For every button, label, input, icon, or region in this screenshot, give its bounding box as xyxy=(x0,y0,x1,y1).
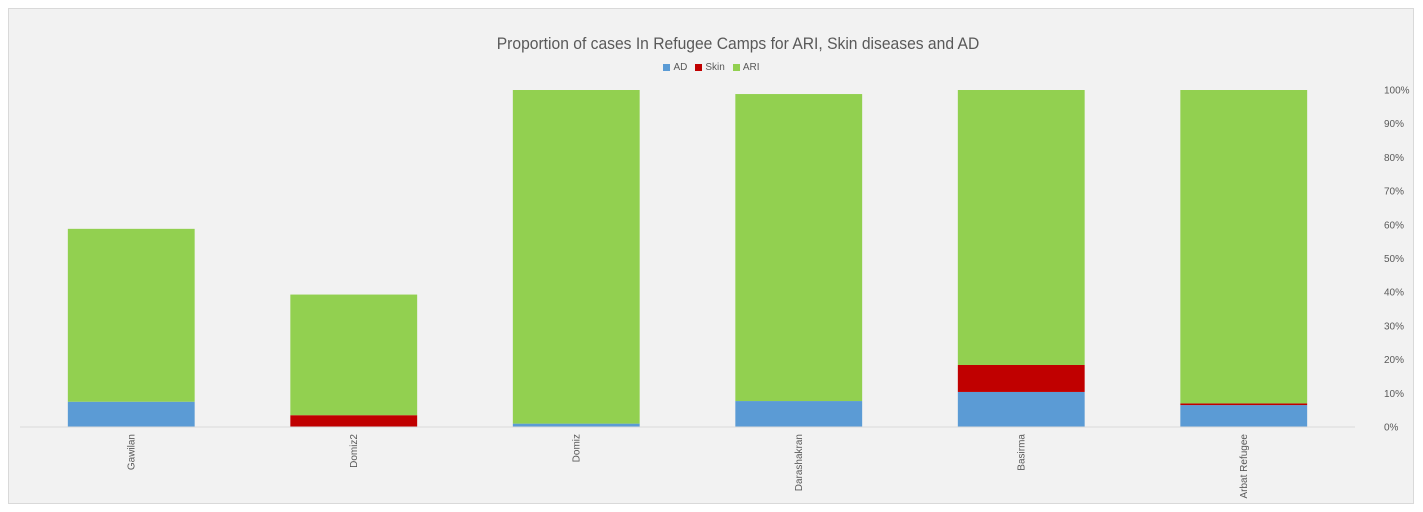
legend-swatch-skin xyxy=(695,64,703,71)
y-tick-label: 20% xyxy=(1384,355,1404,366)
y-tick-label: 100% xyxy=(1384,86,1410,97)
bars-layer xyxy=(67,90,1308,427)
x-tick-label: Arbat Refugee xyxy=(1239,434,1250,499)
y-tick-label: 10% xyxy=(1384,389,1404,400)
legend-swatch-ad xyxy=(663,64,671,71)
bar-ari-arbat-refugee xyxy=(1180,90,1308,404)
bar-ari-domiz2 xyxy=(290,294,418,416)
y-tick-label: 70% xyxy=(1384,187,1404,198)
chart-title: Proportion of cases In Refugee Camps for… xyxy=(496,34,980,53)
legend-item-skin: Skin xyxy=(695,62,725,73)
bar-ari-gawilan xyxy=(67,228,195,402)
bar-ari-basirma xyxy=(957,90,1085,365)
bar-skin-domiz2 xyxy=(290,415,418,427)
y-axis-ticks: 0% 10% 20% 30% 40% 50% 60% 70% 80% 90% 100% xyxy=(1384,86,1410,434)
y-tick-label: 90% xyxy=(1384,119,1404,130)
x-tick-label: Domiz xyxy=(571,434,582,462)
legend: AD Skin ARI xyxy=(0,62,1423,73)
legend-label-ad: AD xyxy=(673,62,688,73)
legend-swatch-ari xyxy=(732,64,740,71)
bar-ari-darashakran xyxy=(735,94,863,402)
y-tick-label: 50% xyxy=(1384,254,1404,265)
bar-skin-basirma xyxy=(957,364,1085,392)
chart-area xyxy=(8,8,1414,504)
y-tick-label: 0% xyxy=(1384,423,1399,434)
x-tick-label: Darashakran xyxy=(794,434,805,491)
bar-ad-basirma xyxy=(957,391,1085,427)
bar-skin-arbat-refugee xyxy=(1180,403,1308,406)
bar-ad-gawilan xyxy=(67,401,195,427)
bar-ad-domiz xyxy=(512,423,640,427)
bar-ari-domiz xyxy=(512,90,640,424)
bar-ad-darashakran xyxy=(735,401,863,427)
x-tick-label: Domiz2 xyxy=(349,434,360,468)
x-tick-label: Gawilan xyxy=(126,434,137,470)
y-tick-label: 80% xyxy=(1384,153,1404,164)
x-tick-label: Basirma xyxy=(1016,434,1027,471)
x-axis-labels: Gawilan Domiz2 Domiz Darashakran Basirma Arba… xyxy=(126,434,1250,499)
legend-item-ad: AD xyxy=(663,62,687,73)
legend-item-ari: ARI xyxy=(732,62,760,73)
bar-ad-arbat-refugee xyxy=(1180,405,1308,427)
y-tick-label: 30% xyxy=(1384,321,1404,332)
legend-label-skin: Skin xyxy=(705,62,725,73)
y-tick-label: 60% xyxy=(1384,220,1404,231)
legend-label-ari: ARI xyxy=(742,62,760,73)
y-tick-label: 40% xyxy=(1384,288,1404,299)
